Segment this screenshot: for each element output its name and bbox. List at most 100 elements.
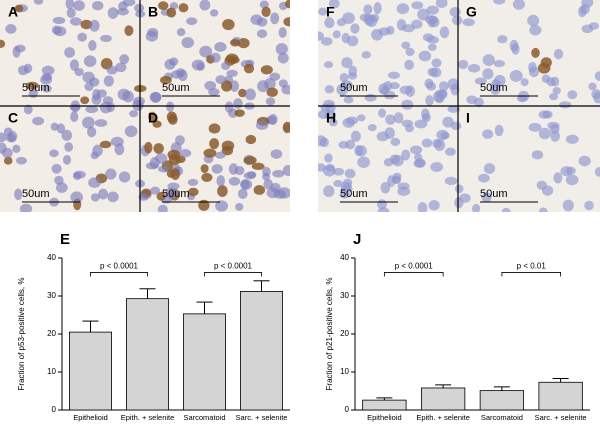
cell: [199, 45, 213, 58]
cell: [281, 84, 290, 95]
cell: [124, 125, 138, 138]
cell: [354, 145, 363, 157]
panel-label: A: [8, 4, 18, 20]
cell: [246, 171, 257, 179]
bar: [240, 291, 283, 411]
cell: [83, 55, 97, 67]
y-tick-label: 0: [52, 405, 57, 414]
cell: [444, 176, 458, 186]
cell: [170, 70, 183, 79]
cell: [404, 59, 414, 71]
y-tick-label: 40: [340, 253, 349, 262]
cell: [210, 52, 221, 63]
significance-label: p < 0.0001: [100, 262, 139, 271]
cell: [494, 124, 504, 137]
cell: [405, 47, 415, 57]
cell: [386, 25, 395, 35]
scale-label: 50um: [340, 82, 368, 94]
cell: [444, 147, 456, 156]
cell: [559, 101, 572, 109]
cell: [167, 114, 178, 125]
cell: [235, 203, 244, 211]
cell: [124, 25, 134, 36]
cell: [250, 14, 263, 25]
cell: [170, 168, 180, 180]
cell: [427, 67, 438, 77]
cell: [260, 65, 273, 75]
cell: [215, 75, 227, 85]
scale-label: 50um: [22, 188, 50, 200]
cell: [552, 87, 561, 95]
cell: [42, 84, 52, 93]
cell: [70, 111, 79, 123]
cell: [70, 17, 82, 26]
cell: [509, 39, 519, 52]
cell: [357, 156, 370, 168]
cell: [155, 153, 168, 164]
cell: [52, 16, 66, 25]
cell: [401, 24, 415, 33]
cell: [251, 162, 265, 171]
cell: [536, 180, 547, 190]
cell: [229, 39, 241, 47]
cell: [578, 155, 591, 167]
cell: [531, 150, 544, 160]
cell: [454, 184, 464, 194]
cell: [70, 191, 83, 204]
cell: [447, 105, 461, 113]
cell: [538, 127, 551, 140]
cell: [440, 132, 450, 140]
cell: [90, 193, 100, 202]
cell: [529, 24, 542, 36]
cell: [64, 47, 75, 58]
cell: [211, 164, 223, 174]
cell: [542, 110, 553, 119]
cell: [512, 0, 526, 10]
cell: [584, 200, 594, 211]
cell: [105, 168, 117, 180]
cell: [118, 171, 131, 183]
bar: [69, 331, 112, 411]
y-tick-label: 10: [47, 367, 56, 376]
cell: [580, 3, 590, 15]
cell: [51, 163, 62, 174]
cell: [144, 141, 153, 154]
cell: [350, 23, 360, 34]
cell: [550, 130, 561, 142]
cell: [350, 130, 361, 142]
cell: [265, 97, 276, 106]
cell: [421, 113, 431, 123]
cell: [199, 0, 211, 11]
cell: [594, 71, 600, 81]
cell: [333, 167, 345, 176]
cell: [390, 137, 401, 147]
cell: [319, 137, 329, 148]
cell: [581, 24, 594, 34]
cell: [203, 148, 217, 158]
cell: [318, 7, 328, 16]
cell: [553, 48, 564, 60]
cell: [221, 140, 235, 152]
cell: [80, 96, 90, 105]
cell: [325, 163, 335, 172]
cell: [282, 121, 290, 134]
bar: [420, 387, 466, 411]
significance-label: p < 0.01: [517, 262, 547, 271]
cell: [324, 85, 335, 94]
cell: [201, 172, 213, 182]
cell: [157, 204, 168, 212]
cell: [50, 122, 59, 131]
cell: [427, 43, 437, 51]
panel-label: B: [148, 4, 158, 20]
cell: [25, 81, 39, 90]
cell: [392, 172, 402, 180]
cell: [148, 111, 157, 122]
cell: [272, 169, 285, 178]
scale-label: 50um: [480, 82, 508, 94]
cell: [88, 177, 101, 188]
cell: [323, 61, 334, 69]
cell: [244, 88, 256, 101]
cell: [342, 117, 355, 128]
cell: [129, 110, 138, 118]
significance-label: p < 0.0001: [214, 262, 253, 271]
